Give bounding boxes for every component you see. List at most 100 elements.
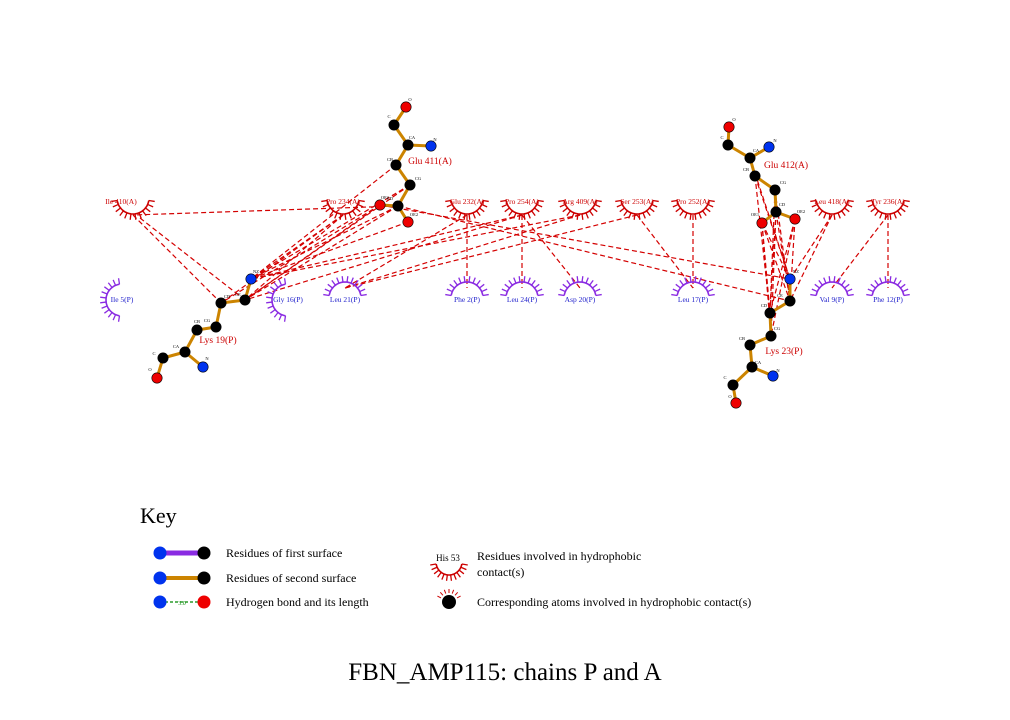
glu411-atom-name: OE1	[381, 195, 389, 200]
lys23-atom	[785, 296, 795, 306]
residue-label-phe12: Phe 12(P)	[873, 295, 903, 304]
residue-label-val9: Val 9(P)	[820, 295, 845, 304]
glu412-atom	[723, 140, 733, 150]
lys23-atom	[765, 308, 775, 318]
residue-label-arg409: Arg 409(A)	[562, 197, 598, 206]
lys19-atom-name: O	[148, 367, 152, 372]
key-hbond-label: Hydrogen bond and its length	[226, 595, 369, 609]
key-first-surface-label: Residues of first surface	[226, 546, 342, 560]
glu412-atom	[757, 218, 767, 228]
key-hydrophobic-example-label: His 53	[436, 553, 460, 563]
lys19-atom	[180, 347, 190, 357]
key-oxygen-atom	[198, 596, 211, 609]
residue-label-phe2: Phe 2(P)	[454, 295, 481, 304]
hydrophobic-residue-val9	[810, 276, 853, 295]
glu411-atom	[405, 180, 415, 190]
key-hydrophobic-atom-icon	[437, 589, 460, 609]
lys23-atom-name: C	[723, 375, 726, 380]
hydrophobic-contact-line	[522, 215, 580, 288]
lys19-atom-name: CA	[173, 344, 180, 349]
glu411-atom-name: N	[433, 137, 437, 142]
glu412-atom-name: OE2	[797, 209, 805, 214]
hydrophobic-contact-line	[251, 215, 580, 279]
residue-label-asp20: Asp 20(P)	[565, 295, 596, 304]
ligand-bonds	[157, 107, 795, 403]
residue-label-tyr236: Tyr 236(A)	[871, 197, 905, 206]
lys23-atom-name: O	[728, 394, 732, 399]
glu412-atom-name: C	[720, 135, 723, 140]
lys23-atom	[785, 274, 795, 284]
key-hydrophobic-arc	[430, 564, 468, 581]
key-carbon-atom	[198, 572, 211, 585]
lys23-atom	[731, 398, 741, 408]
lys19-atom	[240, 295, 250, 305]
lys19-label: Lys 19(P)	[199, 335, 236, 346]
glu412-atom-name: CD	[779, 202, 786, 207]
lys19-atom	[246, 274, 256, 284]
hydrophobic-contact-line	[637, 215, 693, 288]
glu411-atom-name: C	[387, 114, 390, 119]
residue-label-pro234: Pro 234(A)	[326, 197, 360, 206]
glu412-atom-name: OE1	[751, 212, 759, 217]
glu411-atom-name: OE2	[410, 212, 418, 217]
glu411-atom	[426, 141, 436, 151]
hydrophobic-contact-line	[762, 223, 770, 313]
hydrophobic-contact-line	[832, 215, 888, 288]
glu412-atom	[764, 142, 774, 152]
residue-label-leu24: Leu 24(P)	[507, 295, 538, 304]
glu412-atom-name: CB	[743, 167, 749, 172]
glu412-atom-name: CA	[753, 148, 760, 153]
key-hydrophobic-atoms-label: Corresponding atoms involved in hydropho…	[477, 595, 751, 609]
residue-label-leu17: Leu 17(P)	[678, 295, 709, 304]
lys19-atom-name: CD	[224, 294, 231, 299]
glu411-atom	[375, 200, 385, 210]
lys23-atom-name: N	[776, 368, 780, 373]
lys23-atom-name: CE	[777, 293, 783, 298]
residue-label-ile5: Ile 5(P)	[111, 295, 134, 304]
lys19-atom	[211, 322, 221, 332]
key-second-surface-label: Residues of second surface	[226, 571, 356, 585]
key-nitrogen-atom	[154, 596, 167, 609]
key-hydrophobic-residues-label: Residues involved in hydrophobic	[477, 549, 641, 563]
key-nitrogen-atom	[154, 547, 167, 560]
glu411-atom	[401, 102, 411, 112]
key-title: Key	[140, 503, 177, 528]
residue-label-pro252: Pro 252(A)	[676, 197, 710, 206]
glu411-atom-name: CA	[409, 135, 416, 140]
lys19-atom-name: N	[205, 356, 209, 361]
lys23-atom-name: CD	[761, 303, 768, 308]
glu411-atom-name: CG	[415, 176, 422, 181]
hydrophobic-contact-line	[140, 218, 245, 300]
glu412-atom-name: O	[732, 117, 736, 122]
lys23-atom	[766, 331, 776, 341]
glu411-atom	[389, 120, 399, 130]
glu412-atom-name: N	[773, 138, 777, 143]
lys23-atom-name: CG	[774, 326, 781, 331]
key-hbond-length: 3.0	[178, 601, 186, 607]
key-carbon-atom	[198, 547, 211, 560]
lys19-atom-name: CB	[194, 319, 200, 324]
glu411-label: Glu 411(A)	[408, 156, 452, 167]
glu412-atom	[745, 153, 755, 163]
key-nitrogen-atom	[154, 572, 167, 585]
labels: Lys 19(P)Glu 411(A) Glu 412(A)Lys 23(P)	[199, 156, 808, 357]
hydrophobic-residue-asp20	[558, 276, 601, 295]
lys23-atom	[728, 380, 738, 390]
glu412-label: Glu 412(A)	[764, 160, 808, 171]
residue-label-ser253: Ser 253(A)	[620, 197, 654, 206]
lys19-atom-name: C	[152, 351, 155, 356]
glu412-atom-name: CG	[780, 180, 787, 185]
hydrophobic-contact-line	[251, 215, 343, 279]
glu412-atom	[770, 185, 780, 195]
glu411-atom	[403, 217, 413, 227]
hydrophobic-contact-line	[251, 206, 398, 279]
hydrophobic-contact-line	[133, 215, 221, 303]
lys23-atom	[745, 340, 755, 350]
glu412-atom	[771, 207, 781, 217]
lys23-atom-name: NZ	[793, 269, 799, 274]
lys19-atom-name: NZ	[253, 269, 259, 274]
lys19-atom	[198, 362, 208, 372]
residue-label-leu418: Leu 418(A)	[814, 197, 850, 206]
